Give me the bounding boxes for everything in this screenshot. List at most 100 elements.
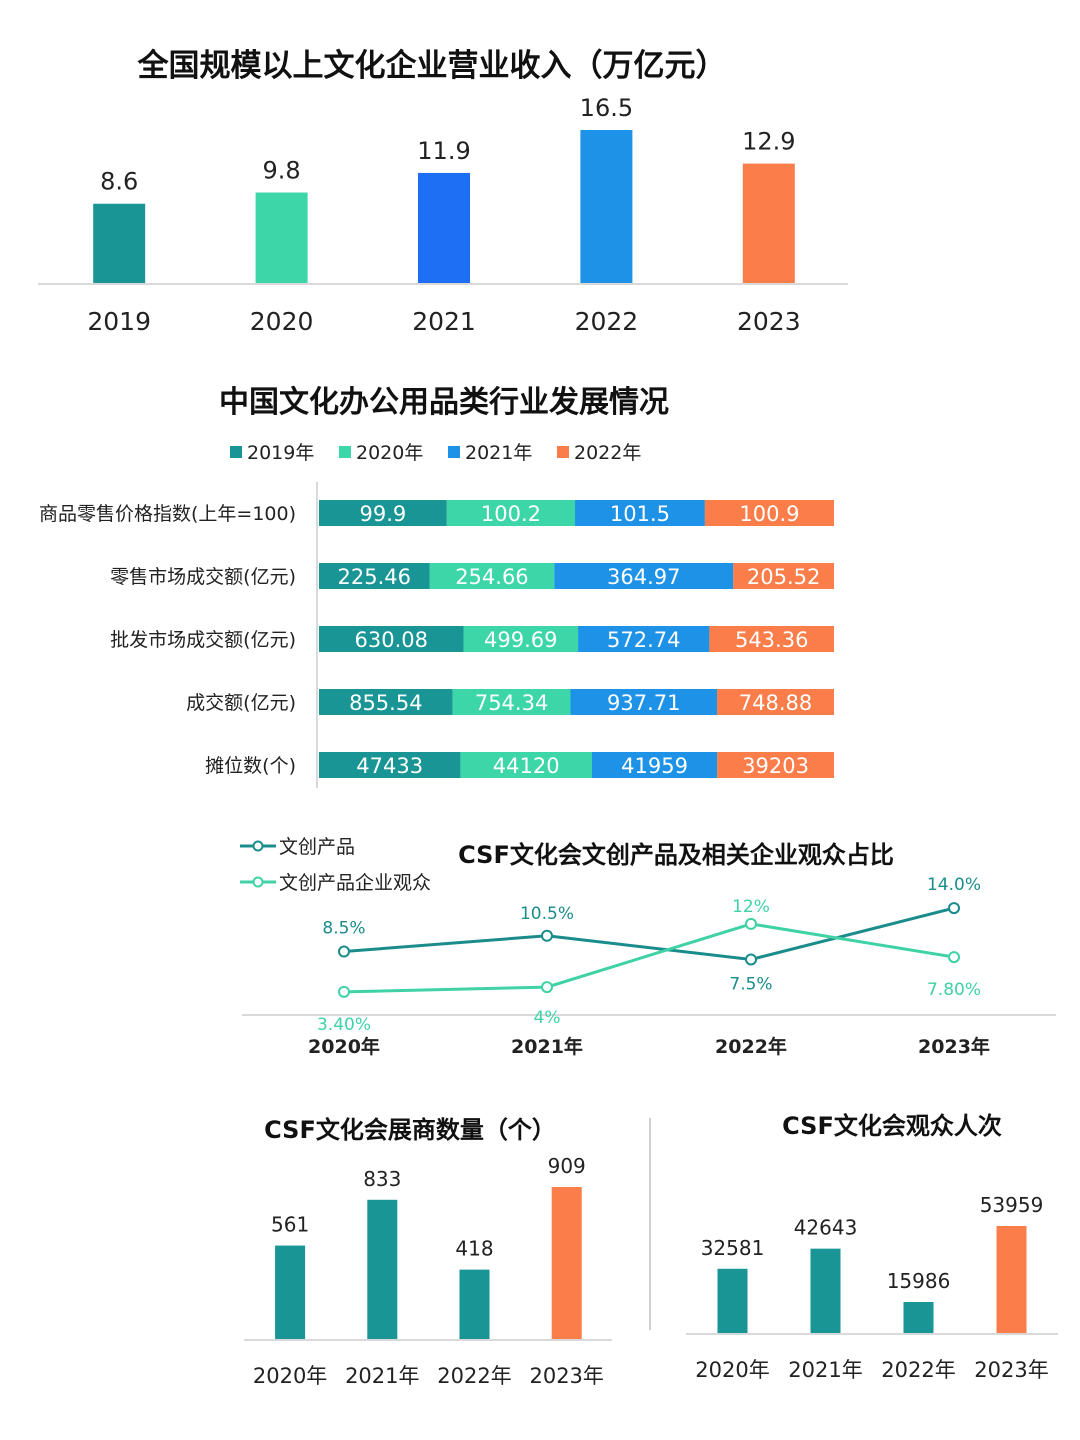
line-series-0: [343, 906, 955, 961]
segment-4-3: [717, 752, 834, 778]
legend-label-2: 2021年: [465, 442, 532, 464]
row-label-3: 成交额(亿元): [186, 692, 296, 714]
audience-visits-value-label-2: 15986: [887, 1269, 951, 1293]
segment-label-4-3: 39203: [742, 754, 809, 778]
exhibitors-chart: CSF文化会展商数量（个） 561 2020年 833 2021年 418 2022年 90…: [244, 1116, 612, 1388]
exhibitors-category-label-2: 2022年: [437, 1364, 511, 1388]
revenue-bar-4: [742, 163, 795, 284]
audience-share-title: CSF文化会文创产品及相关企业观众占比: [458, 841, 894, 869]
segment-label-4-0: 47433: [356, 754, 423, 778]
line-legend-label-1: 文创产品企业观众: [279, 872, 431, 894]
revenue-bar-3: [580, 130, 633, 284]
segment-label-1-0: 225.46: [338, 565, 411, 589]
line-point-0-3: [948, 902, 960, 915]
revenue-value-label-3: 16.5: [580, 94, 633, 122]
line-point-0-1: [541, 929, 553, 942]
audience-visits-value-label-0: 32581: [701, 1236, 765, 1260]
line-point-0-0: [338, 945, 350, 958]
row-label-0: 商品零售价格指数(上年=100): [39, 503, 296, 525]
segment-2-0: [319, 626, 464, 652]
line-point-0-2: [745, 953, 757, 966]
segment-label-4-2: 41959: [621, 754, 688, 778]
exhibitors-value-label-1: 833: [363, 1167, 401, 1191]
audience-visits-bar-3: [996, 1226, 1027, 1334]
revenue-bar-1: [255, 192, 308, 284]
line-legend-dot-1: [252, 876, 264, 888]
line-point-label-1-1: 4%: [534, 1008, 561, 1028]
segment-0-1: [446, 500, 576, 526]
legend-label-3: 2022年: [574, 442, 641, 464]
exhibitors-bar-3: [551, 1187, 582, 1340]
line-category-label-1: 2021年: [511, 1035, 583, 1058]
line-category-label-0: 2020年: [308, 1035, 380, 1058]
segment-label-0-1: 100.2: [481, 502, 541, 526]
line-series-1: [343, 922, 955, 994]
line-legend-dot-0: [252, 840, 264, 852]
audience-visits-value-label-1: 42643: [794, 1216, 858, 1240]
exhibitors-category-label-0: 2020年: [253, 1364, 327, 1388]
segment-3-3: [717, 689, 834, 715]
revenue-category-label-0: 2019: [87, 307, 151, 336]
revenue-value-label-1: 9.8: [263, 157, 301, 185]
segment-2-2: [578, 626, 710, 652]
revenue-chart-title: 全国规模以上文化企业营业收入（万亿元）: [137, 48, 727, 84]
revenue-bar-2: [418, 172, 470, 284]
segment-0-3: [704, 500, 834, 526]
exhibitors-category-label-1: 2021年: [345, 1364, 419, 1388]
audience-visits-bar-2: [903, 1302, 934, 1334]
audience-visits-chart: CSF文化会观众人次 32581 2020年 42643 2021年 15986 2022…: [686, 1112, 1058, 1382]
revenue-bar-0: [93, 203, 146, 284]
legend-swatch-2: [448, 446, 460, 458]
line-point-label-0-0: 8.5%: [322, 919, 365, 939]
segment-1-1: [429, 563, 555, 589]
legend-label-1: 2020年: [356, 442, 423, 464]
segment-label-3-3: 748.88: [739, 691, 812, 715]
segment-label-3-0: 855.54: [349, 691, 422, 715]
segment-0-0: [319, 500, 447, 526]
exhibitors-value-label-0: 561: [271, 1213, 309, 1237]
office-supplies-title: 中国文化办公用品类行业发展情况: [219, 385, 669, 420]
segment-0-2: [575, 500, 705, 526]
exhibitors-bar-1: [367, 1199, 398, 1340]
segment-1-0: [319, 563, 430, 589]
segment-label-2-0: 630.08: [354, 628, 427, 652]
line-point-label-1-0: 3.40%: [317, 1015, 371, 1035]
segment-label-2-3: 543.36: [735, 628, 808, 652]
exhibitors-category-label-3: 2023年: [529, 1364, 603, 1388]
revenue-value-label-0: 8.6: [100, 168, 138, 196]
segment-label-1-2: 364.97: [607, 565, 680, 589]
audience-visits-bar-0: [717, 1268, 748, 1334]
revenue-chart: 全国规模以上文化企业营业收入（万亿元） 8.6 2019 9.8 2020 11.9 20…: [38, 48, 848, 336]
segment-1-2: [554, 563, 734, 589]
segment-label-3-2: 937.71: [607, 691, 680, 715]
revenue-category-label-3: 2022: [575, 307, 639, 336]
legend-label-0: 2019年: [247, 442, 314, 464]
segment-2-1: [463, 626, 579, 652]
segment-3-2: [570, 689, 718, 715]
segment-3-0: [319, 689, 453, 715]
revenue-value-label-4: 12.9: [742, 128, 795, 156]
line-point-1-1: [541, 981, 553, 994]
segment-label-0-2: 101.5: [610, 502, 670, 526]
revenue-category-label-2: 2021: [412, 307, 476, 336]
row-label-4: 摊位数(个): [205, 755, 296, 777]
line-point-1-2: [745, 917, 757, 930]
segment-label-2-2: 572.74: [607, 628, 680, 652]
exhibitors-bar-0: [275, 1245, 306, 1340]
line-point-label-1-2: 12%: [732, 897, 770, 917]
audience-visits-category-label-0: 2020年: [695, 1358, 769, 1382]
segment-label-3-1: 754.34: [475, 691, 548, 715]
exhibitors-value-label-3: 909: [548, 1154, 586, 1178]
line-point-label-1-3: 7.80%: [927, 980, 981, 1000]
revenue-category-label-1: 2020: [250, 307, 314, 336]
segment-label-0-0: 99.9: [360, 502, 407, 526]
line-category-label-3: 2023年: [918, 1035, 990, 1058]
segment-4-1: [460, 752, 592, 778]
revenue-value-label-2: 11.9: [417, 137, 470, 165]
segment-label-1-3: 205.52: [747, 565, 820, 589]
segment-4-2: [591, 752, 718, 778]
audience-visits-category-label-1: 2021年: [788, 1358, 862, 1382]
line-category-label-2: 2022年: [715, 1035, 787, 1058]
audience-visits-category-label-2: 2022年: [881, 1358, 955, 1382]
